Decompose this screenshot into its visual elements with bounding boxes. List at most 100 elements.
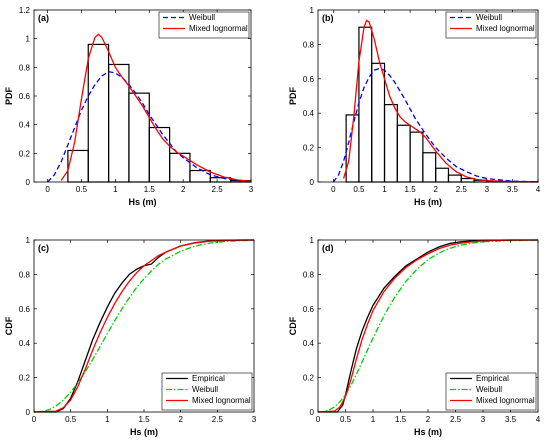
legend-box — [158, 11, 250, 39]
legend-entry: Weibull — [476, 13, 502, 22]
x-tick-label: 1.5 — [405, 185, 417, 194]
x-tick-label: 1 — [105, 415, 110, 424]
legend-entry: Empirical — [192, 374, 225, 383]
legend: Weibull Mixed lognormal — [445, 11, 537, 39]
x-tick-label: 2.5 — [212, 415, 224, 424]
series-line-mixed-lognormal — [60, 33, 252, 182]
x-tick-label: 4 — [536, 415, 541, 424]
x-axis-label: Hs (m) — [130, 427, 158, 437]
y-tick-label: 0.2 — [19, 149, 31, 158]
x-tick-label: 0 — [316, 415, 321, 424]
x-tick-label: 4 — [536, 185, 541, 194]
panel-label: (a) — [38, 13, 49, 23]
x-tick-label: 3 — [481, 415, 486, 424]
series-line-mixed-lognormal — [342, 19, 539, 183]
x-tick-label: 0 — [32, 415, 37, 424]
legend-entry: Weibull — [189, 13, 215, 22]
y-tick-label: 1 — [26, 236, 31, 245]
x-axis-label: Hs (m) — [128, 197, 156, 207]
chart-panel-2: 0 0.5 1 1.5 2 2.5 3 3.5 4 0 0.2 0.4 0.6 0.8 1 Hs (m) PDF… — [288, 6, 541, 207]
legend: Weibull Mixed lognormal — [158, 11, 250, 39]
legend-entry: Weibull — [192, 385, 218, 394]
x-tick-label: 0.5 — [340, 415, 352, 424]
y-tick-label: 1.2 — [19, 6, 31, 15]
x-tick-label: 1.5 — [395, 415, 407, 424]
y-tick-label: 0.4 — [303, 339, 315, 348]
y-tick-label: 0 — [310, 178, 315, 187]
legend: Empirical Weibull Mixed lognormal — [445, 372, 537, 411]
chart-panel-3: 0 0.5 1 1.5 2 2.5 3 0 0.2 0.4 0.6 0.8 1 Hs (m) CDF (c) E… — [4, 236, 257, 437]
panel-label: (c) — [38, 243, 49, 253]
y-tick-label: 0 — [310, 408, 315, 417]
y-tick-label: 0.8 — [19, 270, 31, 279]
legend-entry: Mixed lognormal — [476, 24, 535, 33]
y-tick-label: 0.2 — [303, 144, 315, 153]
x-tick-label: 1.5 — [144, 185, 156, 194]
x-tick-label: 2 — [178, 415, 183, 424]
panel-label: (d) — [322, 243, 334, 253]
y-tick-label: 0 — [26, 408, 31, 417]
x-tick-label: 2 — [433, 185, 438, 194]
y-tick-label: 0.2 — [19, 374, 31, 383]
legend: Empirical Weibull Mixed lognormal — [161, 372, 253, 411]
series-line-weibull — [47, 70, 252, 183]
x-tick-label: 1 — [371, 415, 376, 424]
y-tick-label: 1 — [310, 6, 315, 15]
y-tick-label: 0.6 — [19, 92, 31, 101]
y-tick-label: 0.6 — [303, 305, 315, 314]
x-tick-label: 0.5 — [65, 415, 77, 424]
y-tick-label: 0.8 — [303, 40, 315, 49]
series-line-empirical — [318, 239, 538, 413]
x-tick-label: 0 — [331, 185, 336, 194]
y-tick-label: 0.4 — [19, 339, 31, 348]
y-tick-label: 0.6 — [303, 75, 315, 84]
y-tick-label: 0 — [26, 178, 31, 187]
x-tick-label: 2 — [426, 415, 431, 424]
series-line-weibull — [33, 239, 255, 413]
x-tick-label: 2.5 — [450, 415, 462, 424]
legend-entry: Empirical — [476, 374, 509, 383]
legend-box — [445, 11, 537, 39]
y-tick-label: 1 — [26, 35, 31, 44]
x-tick-label: 0.5 — [76, 185, 88, 194]
y-axis-label: PDF — [288, 86, 298, 105]
x-axis-label: Hs (m) — [414, 197, 442, 207]
x-tick-label: 0.5 — [353, 185, 365, 194]
y-axis-label: PDF — [4, 86, 14, 105]
x-axis-label: Hs (m) — [414, 427, 442, 437]
x-tick-label: 1.5 — [138, 415, 150, 424]
x-tick-label: 3 — [249, 185, 254, 194]
x-tick-label: 0 — [45, 185, 50, 194]
x-tick-label: 2.5 — [456, 185, 468, 194]
legend-entry: Mixed lognormal — [192, 396, 251, 405]
x-tick-label: 2.5 — [212, 185, 224, 194]
y-tick-label: 0.2 — [303, 374, 315, 383]
legend-entry: Mixed lognormal — [189, 24, 248, 33]
y-tick-label: 1 — [310, 236, 315, 245]
legend-box — [161, 372, 253, 411]
series-line-mixed-lognormal — [317, 239, 539, 413]
legend-entry: Weibull — [476, 385, 502, 394]
y-axis-label: CDF — [288, 316, 298, 335]
chart-panel-4: 0 0.5 1 1.5 2 2.5 3 3.5 4 0 0.2 0.4 0.6 0.8 1 Hs (m) CDF… — [288, 236, 541, 437]
chart-panel-1: 0 0.5 1 1.5 2 2.5 3 0 0.2 0.4 0.6 0.8 1 1.2 Hs (m) PDF (… — [4, 6, 254, 207]
x-tick-label: 3.5 — [507, 185, 519, 194]
x-tick-label: 2 — [181, 185, 186, 194]
y-tick-label: 0.4 — [303, 109, 315, 118]
y-tick-label: 0.4 — [19, 121, 31, 130]
plot-area — [34, 10, 251, 182]
y-tick-label: 0.8 — [19, 63, 31, 72]
series-line-mixed-lognormal — [33, 239, 255, 413]
x-tick-label: 1 — [382, 185, 387, 194]
x-tick-label: 1 — [113, 185, 118, 194]
legend-entry: Mixed lognormal — [476, 396, 535, 405]
x-tick-label: 3 — [252, 415, 257, 424]
axes-frame — [317, 9, 539, 183]
y-axis-label: CDF — [4, 316, 14, 335]
series-line-weibull — [317, 239, 539, 413]
y-tick-label: 0.8 — [303, 270, 315, 279]
legend-box — [445, 372, 537, 411]
panel-label: (b) — [322, 13, 334, 23]
y-tick-label: 0.6 — [19, 305, 31, 314]
